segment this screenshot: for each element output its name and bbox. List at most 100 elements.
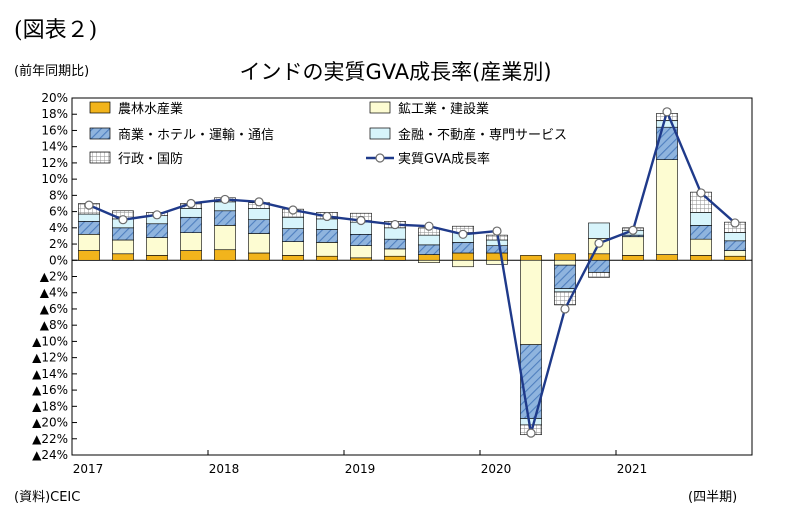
bar-finance [180, 208, 202, 218]
bar-trade [214, 210, 236, 226]
gva-point [560, 304, 570, 314]
y-tick-label: 16% [41, 123, 68, 137]
y-tick-label: ▲2% [40, 270, 68, 284]
bar-trade [78, 221, 100, 235]
bar-agriculture [520, 255, 542, 261]
bar-construction [690, 238, 712, 256]
bar-agriculture [656, 254, 678, 261]
gva-point [696, 188, 706, 198]
bar-trade [588, 259, 610, 273]
bar-agriculture [282, 255, 304, 261]
gva-point [492, 226, 502, 236]
bar-trade [350, 234, 372, 246]
legend-label-public: 行政・国防 [118, 151, 183, 167]
legend-label-trade: 商業・ホテル・運輸・通信 [118, 127, 274, 143]
bar-finance [656, 120, 678, 128]
bar-agriculture [248, 252, 270, 261]
gva-point [458, 229, 468, 239]
y-tick-label: ▲18% [32, 399, 68, 413]
y-tick-label: 18% [41, 107, 68, 121]
gva-point [662, 107, 672, 117]
gva-point [390, 219, 400, 230]
gva-point [526, 428, 536, 438]
y-tick-label: ▲22% [32, 432, 68, 446]
y-tick-label: ▲4% [40, 286, 68, 300]
gva-point [152, 210, 162, 220]
gva-point [220, 194, 230, 205]
bar-trade [282, 228, 304, 242]
y-tick-label: ▲14% [32, 367, 68, 381]
y-tick-label: ▲20% [32, 416, 68, 430]
bar-trade [418, 244, 440, 255]
figure-label: (図表２) [14, 18, 98, 43]
y-tick-label: 10% [41, 172, 68, 186]
gva-line [88, 108, 736, 434]
gva-point [118, 215, 128, 225]
bar-agriculture [554, 253, 576, 261]
gva-point [730, 218, 740, 228]
legend-swatch-finance [369, 127, 391, 140]
bar-agriculture [418, 254, 440, 261]
bar-trade [486, 245, 508, 254]
y-tick-label: 6% [49, 205, 68, 219]
bar-construction [180, 232, 202, 251]
x-year-label: 2020 [481, 462, 512, 476]
y-tick-label: 14% [41, 140, 68, 154]
bar-finance [724, 232, 746, 242]
gva-point [254, 197, 264, 207]
legend-label-finance: 金融・不動産・専門サービス [398, 127, 567, 143]
y-tick-label: ▲24% [32, 448, 68, 462]
bar-finance [588, 222, 610, 239]
axes-group: 20% 18% 16% 14% 12% 10% 8% 6% 4% 2% 0% ▲2% ▲4% ▲6% ▲8%… [32, 91, 753, 476]
bar-finance [486, 239, 508, 246]
gva-point [424, 221, 434, 231]
y-tick-label: 20% [41, 91, 68, 105]
bar-trade [690, 225, 712, 240]
bar-agriculture [180, 250, 202, 261]
legend-swatch-marker [375, 153, 385, 163]
bar-construction [384, 248, 406, 257]
bar-finance [520, 418, 542, 426]
gva-line-group [84, 107, 740, 438]
bar-agriculture [214, 249, 236, 261]
bar-finance [554, 288, 576, 293]
y-tick-label: 0% [49, 253, 68, 267]
legend-swatch-construction [369, 101, 391, 114]
y-tick-label: ▲6% [40, 302, 68, 316]
source-label: (資料)CEIC [14, 490, 81, 505]
x-year-label: 2017 [73, 462, 104, 476]
bar-construction [282, 241, 304, 256]
y-tick-label: ▲10% [32, 334, 68, 348]
bar-construction [248, 233, 270, 254]
bar-construction [452, 259, 474, 268]
y-tick-label: 2% [49, 237, 68, 251]
legend-swatch-trade [89, 127, 111, 140]
x-year-label: 2019 [345, 462, 376, 476]
bar-finance [248, 208, 270, 221]
gva-point [628, 225, 638, 235]
legend-swatch-agriculture [89, 101, 111, 114]
gva-point [186, 198, 196, 209]
legend-label-construction: 鉱工業・建設業 [398, 101, 489, 117]
bar-finance [282, 216, 304, 229]
y-tick-label: 8% [49, 188, 68, 202]
legend-swatch-public [89, 151, 111, 164]
legend-label-gva: 実質GVA成長率 [398, 151, 490, 167]
bar-finance [384, 227, 406, 240]
y-tick-label: 12% [41, 156, 68, 170]
gva-point [84, 200, 94, 210]
x-year-label: 2018 [209, 462, 240, 476]
legend-label-agriculture: 農林水産業 [118, 101, 183, 117]
bar-finance [78, 213, 100, 222]
bar-construction [656, 159, 678, 255]
bar-trade [554, 264, 576, 289]
bar-construction [486, 259, 508, 265]
bar-trade [146, 223, 168, 238]
y-tick-label: ▲12% [32, 351, 68, 365]
bar-trade [180, 216, 202, 233]
bar-construction [316, 242, 338, 257]
gva-point [288, 205, 298, 215]
bar-construction [214, 225, 236, 251]
bar-construction [622, 236, 644, 256]
